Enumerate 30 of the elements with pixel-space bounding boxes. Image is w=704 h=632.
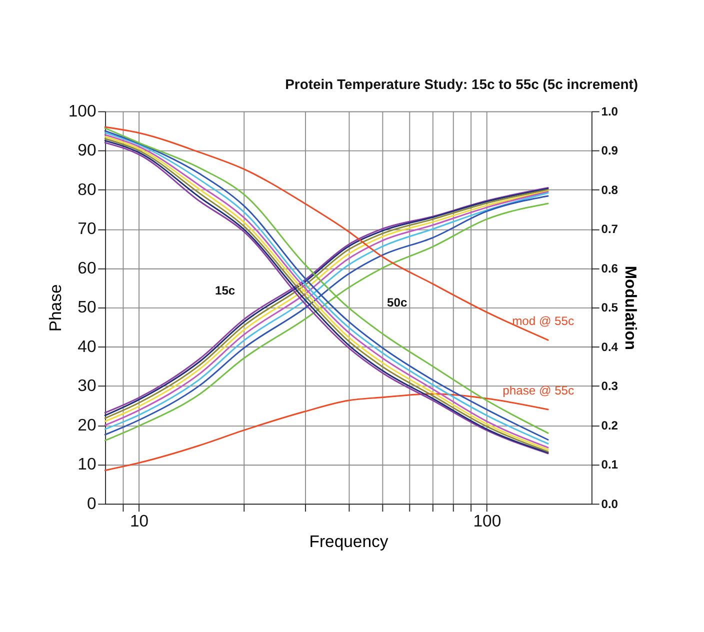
y2-tick-label: 0.7	[601, 222, 618, 236]
annotation: 50c	[387, 296, 408, 310]
y-tick-label: 20	[78, 415, 96, 434]
y-tick-label: 10	[78, 454, 96, 474]
y-tick-label: 0	[86, 494, 96, 513]
y2-tick-label: 0.6	[601, 261, 618, 276]
x-axis-title: Frequency	[309, 532, 389, 551]
y2-axis-title: Modulation	[621, 266, 638, 350]
y2-tick-label: 0.4	[601, 340, 618, 354]
y-tick-label: 40	[78, 336, 96, 356]
y2-tick-label: 0.5	[601, 300, 618, 315]
y-tick-label: 70	[78, 219, 96, 238]
y2-tick-label: 0.2	[601, 418, 618, 432]
y2-tick-label: 0.3	[601, 379, 618, 394]
y-axis-title: Phase	[46, 284, 65, 332]
series-label: mod @ 55c	[512, 314, 574, 328]
y2-tick-label: 0.1	[601, 458, 618, 472]
y-tick-label: 80	[78, 180, 96, 199]
y-tick-label: 100	[68, 101, 96, 120]
y-tick-label: 60	[78, 258, 96, 278]
chart-title: Protein Temperature Study: 15c to 55c (5c increment)	[285, 76, 638, 92]
y2-tick-label: 0.8	[601, 182, 618, 197]
series-label: phase @ 55c	[502, 384, 574, 398]
y-tick-label: 50	[78, 298, 96, 317]
y2-tick-label: 0.9	[601, 144, 618, 158]
y2-tick-label: 1.0	[601, 104, 618, 118]
y-tick-label: 90	[78, 140, 96, 160]
annotation: 15c	[214, 283, 236, 298]
y2-tick-label: 0.0	[601, 496, 618, 511]
y-tick-label: 30	[78, 376, 96, 396]
